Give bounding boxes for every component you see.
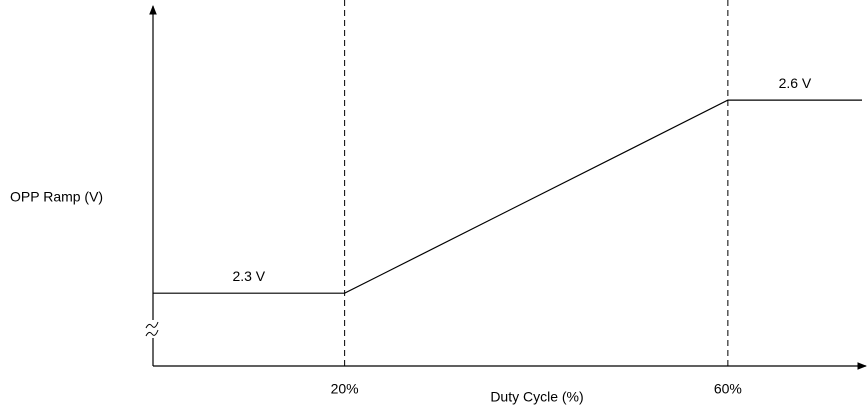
data-label: 2.6 V bbox=[779, 75, 812, 91]
break-mark bbox=[145, 321, 159, 337]
line bbox=[153, 99, 862, 294]
y-axis-label: OPP Ramp (V) bbox=[10, 189, 103, 205]
axis-break bbox=[145, 320, 161, 338]
x-tick-label: 20% bbox=[331, 381, 359, 397]
x-tick-label: 60% bbox=[714, 381, 742, 397]
data-label: 2.3 V bbox=[232, 268, 265, 284]
x-axis-label: Duty Cycle (%) bbox=[490, 389, 583, 405]
